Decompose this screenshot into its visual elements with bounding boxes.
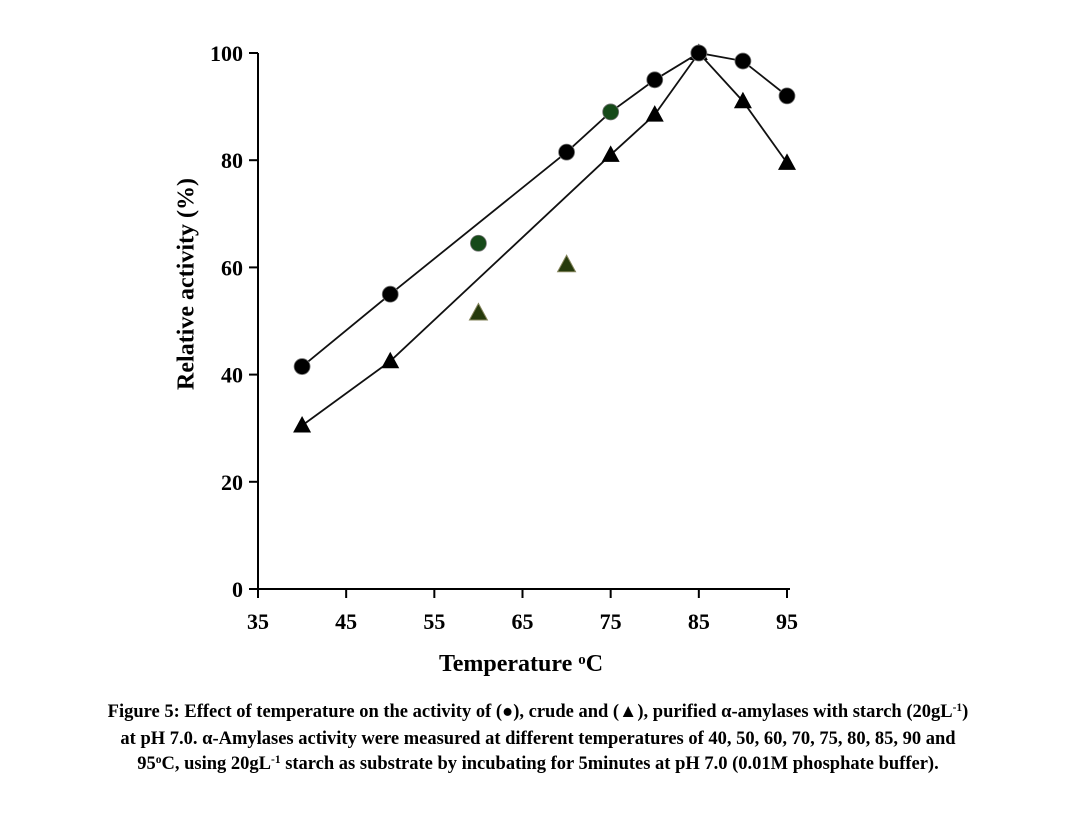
crude-point-95 (778, 87, 796, 105)
purified-point-40 (293, 416, 312, 433)
purified-point-95 (778, 153, 796, 170)
x-tick-label: 75 (600, 609, 622, 634)
y-tick-label: 100 (210, 41, 243, 66)
caption-line-2: at pH 7.0. α-Amylases activity were meas… (0, 727, 1076, 752)
text-segment: C, using 20gL (161, 754, 272, 774)
x-tick-label: 45 (335, 609, 357, 634)
superscript-text: -1 (271, 754, 281, 767)
y-tick-label: 0 (232, 577, 243, 602)
crude-point-75 (602, 103, 620, 121)
text-segment: Temperature (438, 651, 579, 677)
text-segment: starch as substrate by incubating for 5m… (280, 754, 939, 774)
text-segment: 95 (137, 754, 156, 774)
figure-caption: Figure 5: Effect of temperature on the a… (0, 700, 1076, 779)
x-tick-label: 55 (423, 609, 445, 634)
purified-line (301, 51, 788, 427)
y-tick-label: 60 (221, 255, 243, 280)
x-tick-label: 65 (512, 609, 534, 634)
crude-line (301, 52, 788, 368)
superscript-text: -1 (952, 702, 963, 715)
purified-point-60 (468, 302, 489, 321)
y-tick-label: 80 (221, 148, 243, 173)
axes-frame (257, 53, 790, 590)
text-segment: ) (962, 702, 969, 722)
text-segment: Figure 5: Effect of temperature on the a… (107, 702, 953, 722)
temperature-activity-chart: 0 20 40 60 80 100 35 45 55 65 75 85 95 (210, 41, 798, 634)
text-segment: C (585, 651, 604, 677)
superscript-text: o (578, 651, 586, 668)
purified-point-50 (381, 351, 400, 369)
caption-line-1: Figure 5: Effect of temperature on the a… (0, 700, 1076, 727)
purified-point-70 (556, 254, 577, 273)
crude-point-50 (381, 285, 399, 303)
x-tick-label: 85 (688, 609, 710, 634)
purified-point-75 (601, 145, 620, 162)
x-axis-title: Temperature oC (439, 651, 603, 678)
x-tick-label: 95 (776, 609, 798, 634)
crude-point-70 (558, 143, 575, 161)
x-tick-label: 35 (247, 609, 269, 634)
crude-point-60 (470, 234, 487, 252)
y-tick-label: 20 (221, 470, 243, 495)
text-segment: at pH 7.0. α-Amylases activity were meas… (120, 729, 956, 749)
purified-point-90 (733, 91, 752, 109)
purified-point-80 (645, 105, 664, 122)
crude-point-40 (293, 358, 311, 375)
crude-point-85 (690, 44, 708, 62)
superscript-text: o (155, 754, 162, 767)
y-tick-label: 40 (221, 363, 243, 388)
crude-point-80 (646, 71, 664, 89)
crude-point-90 (734, 52, 752, 70)
y-axis-title: Relative activity (%) (173, 178, 200, 390)
caption-line-3: 95oC, using 20gL-1 starch as substrate b… (0, 752, 1076, 779)
